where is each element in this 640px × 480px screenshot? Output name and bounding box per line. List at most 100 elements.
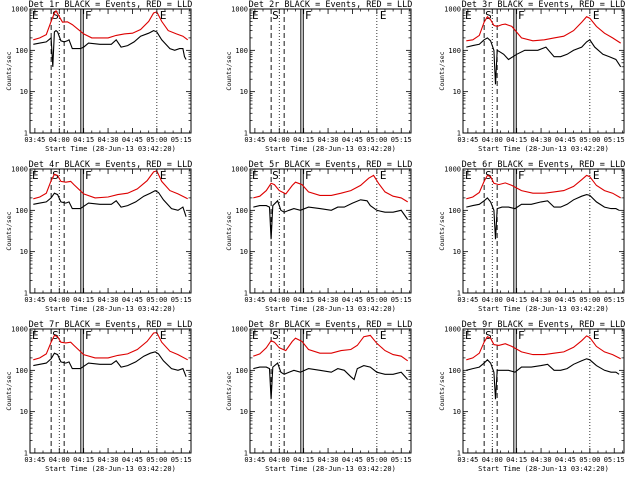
series-events-line [33, 189, 187, 217]
x-tick-label: 05:00 [146, 456, 167, 464]
x-tick-label: 04:15 [293, 456, 314, 464]
x-tick-label: 03:45 [24, 456, 45, 464]
x-tick-label: 05:00 [366, 136, 387, 144]
marker-label-s: S [272, 9, 279, 22]
series-lld-line [466, 174, 621, 200]
plot-frame [29, 8, 192, 134]
marker-label-e: E [465, 329, 472, 342]
x-tick-label: 03:45 [457, 296, 478, 304]
marker-label-f: F [85, 9, 92, 22]
y-tick-label: 10 [240, 248, 248, 256]
x-tick-label: 03:45 [24, 136, 45, 144]
y-tick-label: 100 [15, 47, 28, 55]
x-axis-label: Start Time (28-Jun-13 03:42:20) [478, 465, 609, 473]
y-tick-label: 10 [20, 408, 28, 416]
y-tick-label: 100 [15, 367, 28, 375]
x-axis-label: Start Time (28-Jun-13 03:42:20) [45, 465, 176, 473]
x-tick-label: 04:30 [318, 136, 339, 144]
marker-label-f: F [85, 169, 92, 182]
x-tick-label: 04:45 [555, 456, 576, 464]
x-tick-label: 03:45 [24, 296, 45, 304]
x-tick-label: 05:00 [579, 456, 600, 464]
y-tick-label: 1 [244, 450, 248, 458]
x-tick-label: 05:00 [146, 296, 167, 304]
x-tick-label: 04:15 [293, 296, 314, 304]
marker-label-e: E [32, 9, 39, 22]
x-axis-label: Start Time (28-Jun-13 03:42:20) [478, 305, 609, 313]
x-tick-label: 04:15 [73, 136, 94, 144]
x-tick-label: 03:45 [244, 456, 265, 464]
y-tick-label: 100 [448, 47, 461, 55]
marker-label-e: E [32, 329, 39, 342]
x-tick-label: 03:45 [244, 136, 265, 144]
y-tick-label: 1000 [231, 326, 248, 334]
y-tick-label: 1 [24, 130, 28, 138]
panel-title: Det 5r BLACK = Events, RED = LLD [249, 160, 413, 170]
x-tick-label: 05:00 [579, 296, 600, 304]
y-tick-label: 1000 [444, 166, 461, 174]
x-tick-label: 04:30 [531, 456, 552, 464]
plot-frame [249, 328, 412, 454]
x-tick-label: 04:00 [269, 136, 290, 144]
x-tick-label: 05:00 [146, 136, 167, 144]
y-tick-label: 1 [457, 130, 461, 138]
x-tick-label: 05:00 [366, 296, 387, 304]
x-tick-label: 04:45 [122, 136, 143, 144]
y-tick-label: 1 [244, 290, 248, 298]
x-axis-label: Start Time (28-Jun-13 03:42:20) [265, 465, 396, 473]
marker-label-s: S [52, 9, 59, 22]
marker-label-e: E [252, 329, 259, 342]
x-tick-label: 05:15 [391, 456, 412, 464]
panel-title: Det 4r BLACK = Events, RED = LLD [29, 160, 193, 170]
marker-label-e: E [160, 9, 167, 22]
y-tick-label: 100 [448, 367, 461, 375]
series-events-line [253, 362, 409, 400]
y-tick-label: 1000 [11, 6, 28, 14]
marker-label-f: F [305, 9, 312, 22]
x-tick-label: 05:15 [604, 296, 625, 304]
marker-label-e: E [252, 9, 259, 22]
panel-title: Det 9r BLACK = Events, RED = LLD [462, 320, 626, 330]
x-tick-label: 05:15 [171, 136, 192, 144]
marker-label-s: S [52, 169, 59, 182]
panel-title: Det 1r BLACK = Events, RED = LLD [29, 0, 193, 10]
x-tick-label: 04:00 [269, 296, 290, 304]
x-tick-label: 04:15 [293, 136, 314, 144]
x-tick-label: 04:00 [482, 136, 503, 144]
x-tick-label: 04:15 [73, 296, 94, 304]
series-lld-line [33, 170, 188, 200]
x-tick-label: 04:30 [98, 136, 119, 144]
x-tick-label: 04:30 [98, 456, 119, 464]
x-tick-label: 04:00 [269, 456, 290, 464]
x-tick-label: 04:15 [506, 456, 527, 464]
x-axis-label: Start Time (28-Jun-13 03:42:20) [478, 145, 609, 153]
x-tick-label: 04:45 [555, 296, 576, 304]
marker-label-s: S [485, 9, 492, 22]
marker-label-s: S [272, 169, 279, 182]
y-tick-label: 100 [235, 207, 248, 215]
series-lld-line [253, 174, 408, 203]
y-tick-label: 1000 [11, 166, 28, 174]
x-tick-label: 04:15 [506, 136, 527, 144]
marker-label-e: E [160, 329, 167, 342]
x-tick-label: 04:00 [49, 136, 70, 144]
x-tick-label: 05:15 [391, 296, 412, 304]
x-tick-label: 05:00 [579, 136, 600, 144]
marker-label-e: E [380, 169, 387, 182]
panel-title: Det 2r BLACK = Events, RED = LLD [249, 0, 413, 10]
marker-label-e: E [252, 169, 259, 182]
y-tick-label: 10 [453, 88, 461, 96]
marker-label-e: E [380, 9, 387, 22]
y-tick-label: 10 [240, 88, 248, 96]
marker-label-s: S [272, 329, 279, 342]
series-events-line [466, 358, 620, 400]
x-tick-label: 05:15 [391, 136, 412, 144]
x-tick-label: 03:45 [457, 136, 478, 144]
series-events-line [466, 194, 620, 240]
y-axis-label: Counts/sec [5, 371, 13, 410]
x-tick-label: 04:00 [482, 456, 503, 464]
x-tick-label: 04:30 [531, 136, 552, 144]
y-tick-label: 100 [15, 207, 28, 215]
